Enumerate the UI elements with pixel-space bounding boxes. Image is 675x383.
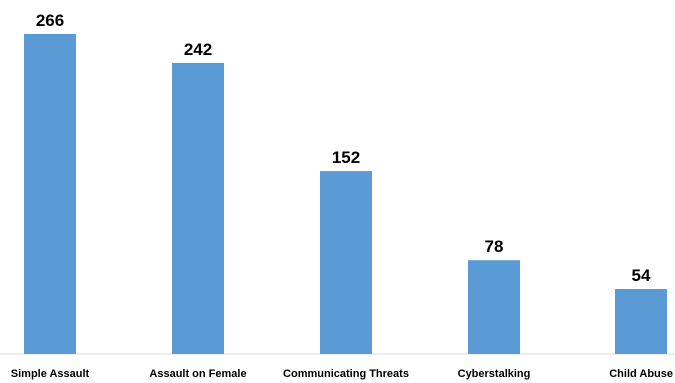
bar-2 <box>320 171 372 354</box>
bar-value-label-1: 242 <box>184 40 212 59</box>
bar-value-label-4: 54 <box>632 266 651 285</box>
category-label-1: Assault on Female <box>149 368 246 380</box>
value-labels-group: 266 242 152 78 54 <box>36 11 651 285</box>
category-label-4: Child Abuse <box>609 368 673 380</box>
bar-3 <box>468 260 520 354</box>
bar-value-label-3: 78 <box>485 237 504 256</box>
category-label-3: Cyberstalking <box>458 368 531 380</box>
category-label-2: Communicating Threats <box>283 368 409 380</box>
bar-0 <box>24 34 76 354</box>
category-labels-group: Simple Assault Assault on Female Communica… <box>11 368 673 380</box>
category-label-0: Simple Assault <box>11 368 90 380</box>
bar-value-label-0: 266 <box>36 11 64 30</box>
bar-value-label-2: 152 <box>332 148 360 167</box>
bar-1 <box>172 62 224 355</box>
bars-group <box>24 34 667 355</box>
bar-4 <box>615 289 667 354</box>
